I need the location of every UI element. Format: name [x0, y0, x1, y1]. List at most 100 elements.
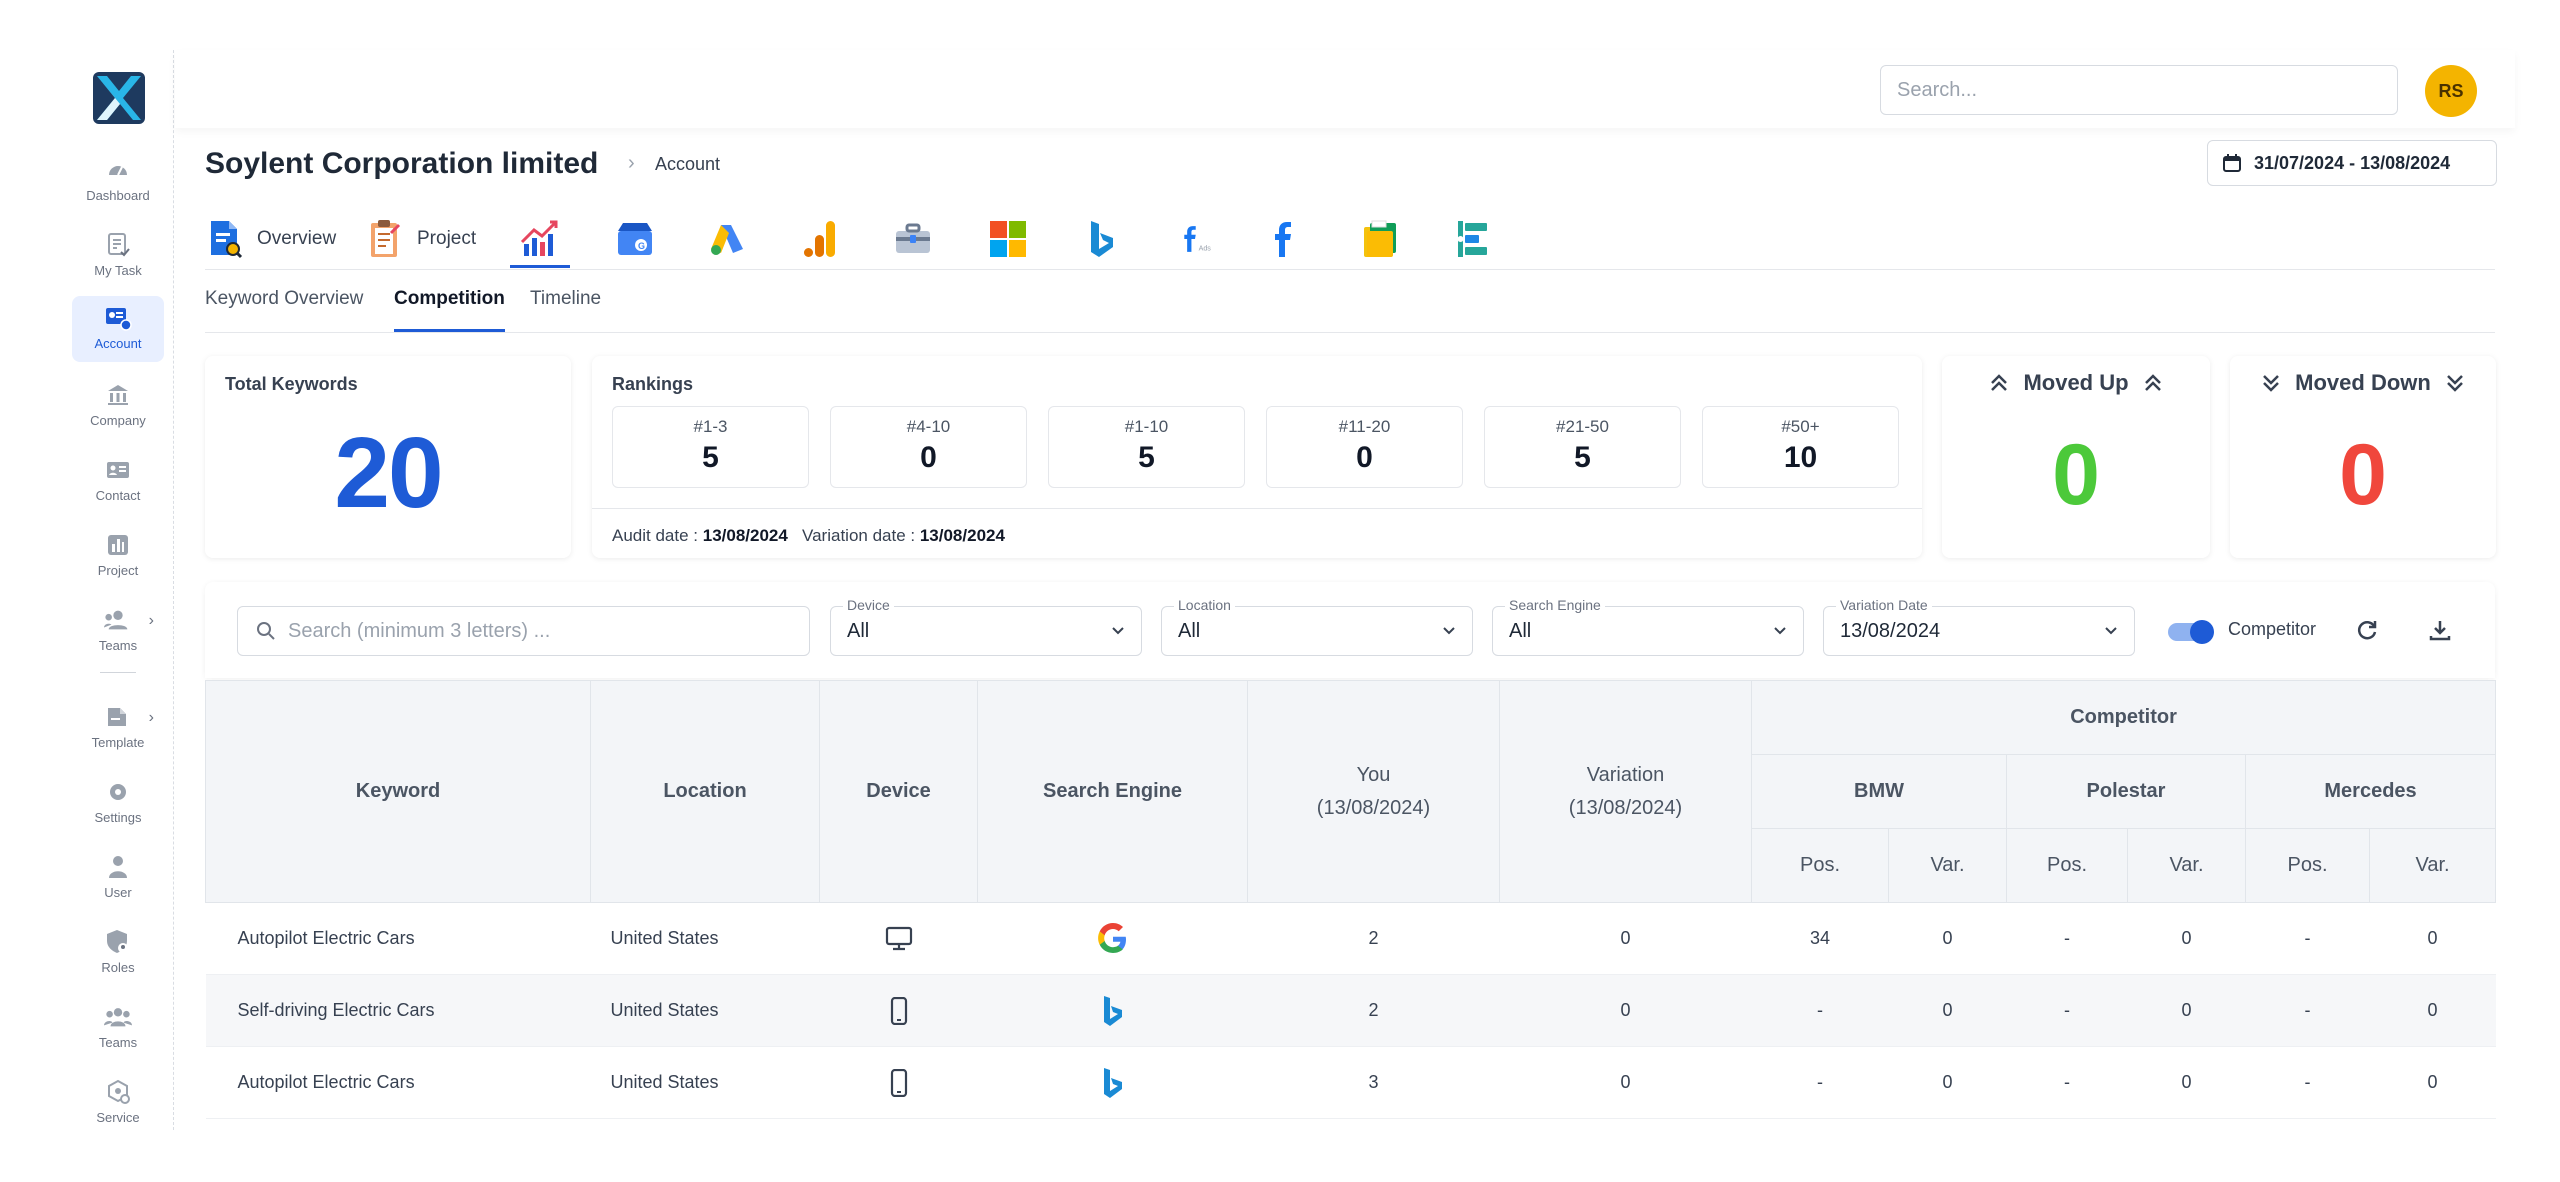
subtab-keyword-overview[interactable]: Keyword Overview: [205, 288, 364, 309]
cell-polestar-var: 0: [2127, 1046, 2246, 1119]
sidebar-item-label: Settings: [94, 810, 142, 825]
sidebar-item-template[interactable]: Template ›: [72, 695, 164, 761]
competition-table: Keyword Location Device Search Engine Yo…: [205, 680, 2497, 1119]
keyword-search-input[interactable]: Search (minimum 3 letters) ...: [237, 606, 810, 656]
sidebar-item-settings[interactable]: Settings: [72, 770, 164, 836]
sidebar: Dashboard My Task Account Company Contac…: [50, 50, 174, 1130]
tab-project[interactable]: Project: [365, 210, 476, 268]
tab-rank-tracking[interactable]: [510, 210, 570, 268]
global-search-input[interactable]: Search...: [1880, 65, 2398, 115]
col-keyword: Keyword: [205, 680, 591, 903]
app-logo[interactable]: [93, 72, 145, 124]
col-bmw-var: Var.: [1888, 828, 2007, 903]
cell-bmw-pos: -: [1751, 974, 1889, 1047]
folders-icon: [1360, 219, 1400, 259]
sidebar-item-label: Service: [96, 1110, 140, 1125]
teams-icon: [104, 606, 132, 634]
cell-you: 2: [1247, 974, 1500, 1047]
cell-mercedes-var: 0: [2369, 974, 2496, 1047]
tab-overview[interactable]: Overview: [205, 210, 336, 268]
search-engine-select[interactable]: Search Engine All: [1492, 597, 1804, 656]
cell-location: United States: [590, 1046, 820, 1119]
table-row[interactable]: Autopilot Electric Cars United States 3 …: [205, 1046, 2496, 1119]
audit-dates: Audit date : 13/08/2024 Variation date :…: [612, 526, 1005, 546]
col-variation-date: (13/08/2024): [1568, 796, 1683, 819]
tab-google-business[interactable]: G: [610, 210, 660, 268]
refresh-button[interactable]: [2352, 615, 2382, 645]
cell-bmw-pos: -: [1751, 1046, 1889, 1119]
cell-bmw-pos: 34: [1751, 902, 1889, 975]
date-range-text: 31/07/2024 - 13/08/2024: [2254, 152, 2451, 173]
double-chevron-down-icon: [2445, 370, 2465, 395]
toggle-knob: [2190, 620, 2214, 644]
competitor-toggle[interactable]: [2168, 620, 2216, 644]
cell-location: United States: [590, 902, 820, 975]
variation-date-value: 13/08/2024: [919, 526, 1005, 545]
search-engine-select-value: All: [1509, 619, 1532, 642]
table-row[interactable]: Autopilot Electric Cars United States 2 …: [205, 902, 2496, 975]
module-tabs-divider: [205, 269, 2495, 270]
tab-facebook-ads[interactable]: Ads: [1165, 210, 1235, 268]
tab-bing[interactable]: [1077, 210, 1127, 268]
download-icon: [2429, 621, 2451, 641]
rank-bucket-value: 10: [1783, 441, 1818, 474]
location-select-label: Location: [1174, 597, 1235, 613]
tab-google-analytics[interactable]: [795, 210, 845, 268]
sidebar-item-label: Company: [90, 413, 146, 428]
tab-toolbox[interactable]: [888, 210, 938, 268]
breadcrumb[interactable]: Account: [655, 154, 721, 174]
tab-google-ads[interactable]: [702, 210, 752, 268]
sidebar-item-contact[interactable]: Contact: [72, 448, 164, 514]
moved-up-value: 0: [2052, 427, 2100, 523]
sidebar-item-dashboard[interactable]: Dashboard: [72, 148, 164, 214]
tab-label: Project: [417, 228, 477, 249]
subtab-competition[interactable]: Competition: [394, 288, 505, 332]
facebook-ads-icon: Ads: [1180, 219, 1220, 259]
chevron-down-icon: [2105, 627, 2117, 635]
sidebar-item-teams[interactable]: Teams ›: [72, 598, 164, 664]
sidebar-item-user[interactable]: User: [72, 845, 164, 911]
tab-tag-manager[interactable]: [1448, 210, 1498, 268]
device-select-label: Device: [843, 597, 894, 613]
download-button[interactable]: [2425, 615, 2455, 645]
tab-microsoft[interactable]: [983, 210, 1033, 268]
rankings-title: Rankings: [612, 374, 694, 394]
sidebar-item-service[interactable]: Service: [72, 1070, 164, 1136]
col-location: Location: [590, 680, 820, 903]
sidebar-item-teams-group[interactable]: Teams: [72, 995, 164, 1061]
table-row[interactable]: Self-driving Electric Cars United States…: [205, 974, 2496, 1047]
sidebar-item-company[interactable]: Company: [72, 373, 164, 439]
bing-icon: [1096, 1066, 1130, 1100]
sidebar-divider: [100, 672, 136, 673]
sidebar-item-my-task[interactable]: My Task: [72, 223, 164, 289]
col-variation-label: Variation: [1586, 763, 1665, 786]
subtab-timeline[interactable]: Timeline: [530, 288, 602, 309]
global-search-placeholder: Search...: [1897, 78, 1978, 101]
col-competitor-group: Competitor: [1750, 680, 2497, 755]
tab-folders[interactable]: [1355, 210, 1405, 268]
location-select[interactable]: Location All: [1161, 597, 1473, 656]
user-avatar[interactable]: RS: [2425, 65, 2477, 117]
sidebar-item-roles[interactable]: Roles: [72, 920, 164, 986]
col-mercedes-var: Var.: [2368, 828, 2497, 903]
sidebar-item-label: Teams: [98, 1035, 138, 1050]
rank-bucket-value: 0: [1356, 441, 1373, 474]
sidebar-item-label: Project: [97, 563, 139, 578]
date-range-picker[interactable]: 31/07/2024 - 13/08/2024: [2207, 140, 2497, 186]
device-select[interactable]: Device All: [830, 597, 1142, 656]
cell-mercedes-pos: -: [2245, 1046, 2370, 1119]
moved-up-title: Moved Up: [2023, 370, 2129, 395]
sidebar-item-account[interactable]: Account: [72, 296, 164, 362]
group-icon: [104, 1003, 132, 1031]
shield-user-icon: [104, 928, 132, 956]
chevron-down-icon: [1774, 627, 1786, 635]
svg-text:G: G: [638, 241, 645, 251]
moved-up-header: Moved Up: [1942, 370, 2210, 396]
variation-date-select[interactable]: Variation Date 13/08/2024: [1823, 597, 2135, 656]
rank-bucket-1-3: #1-3 5: [612, 406, 809, 488]
col-competitor-bmw: BMW: [1751, 754, 2007, 829]
rank-bucket-label: #11-20: [1338, 417, 1391, 436]
overview-doc-icon: [205, 219, 245, 259]
sidebar-item-project[interactable]: Project: [72, 523, 164, 589]
tab-facebook[interactable]: [1260, 210, 1310, 268]
